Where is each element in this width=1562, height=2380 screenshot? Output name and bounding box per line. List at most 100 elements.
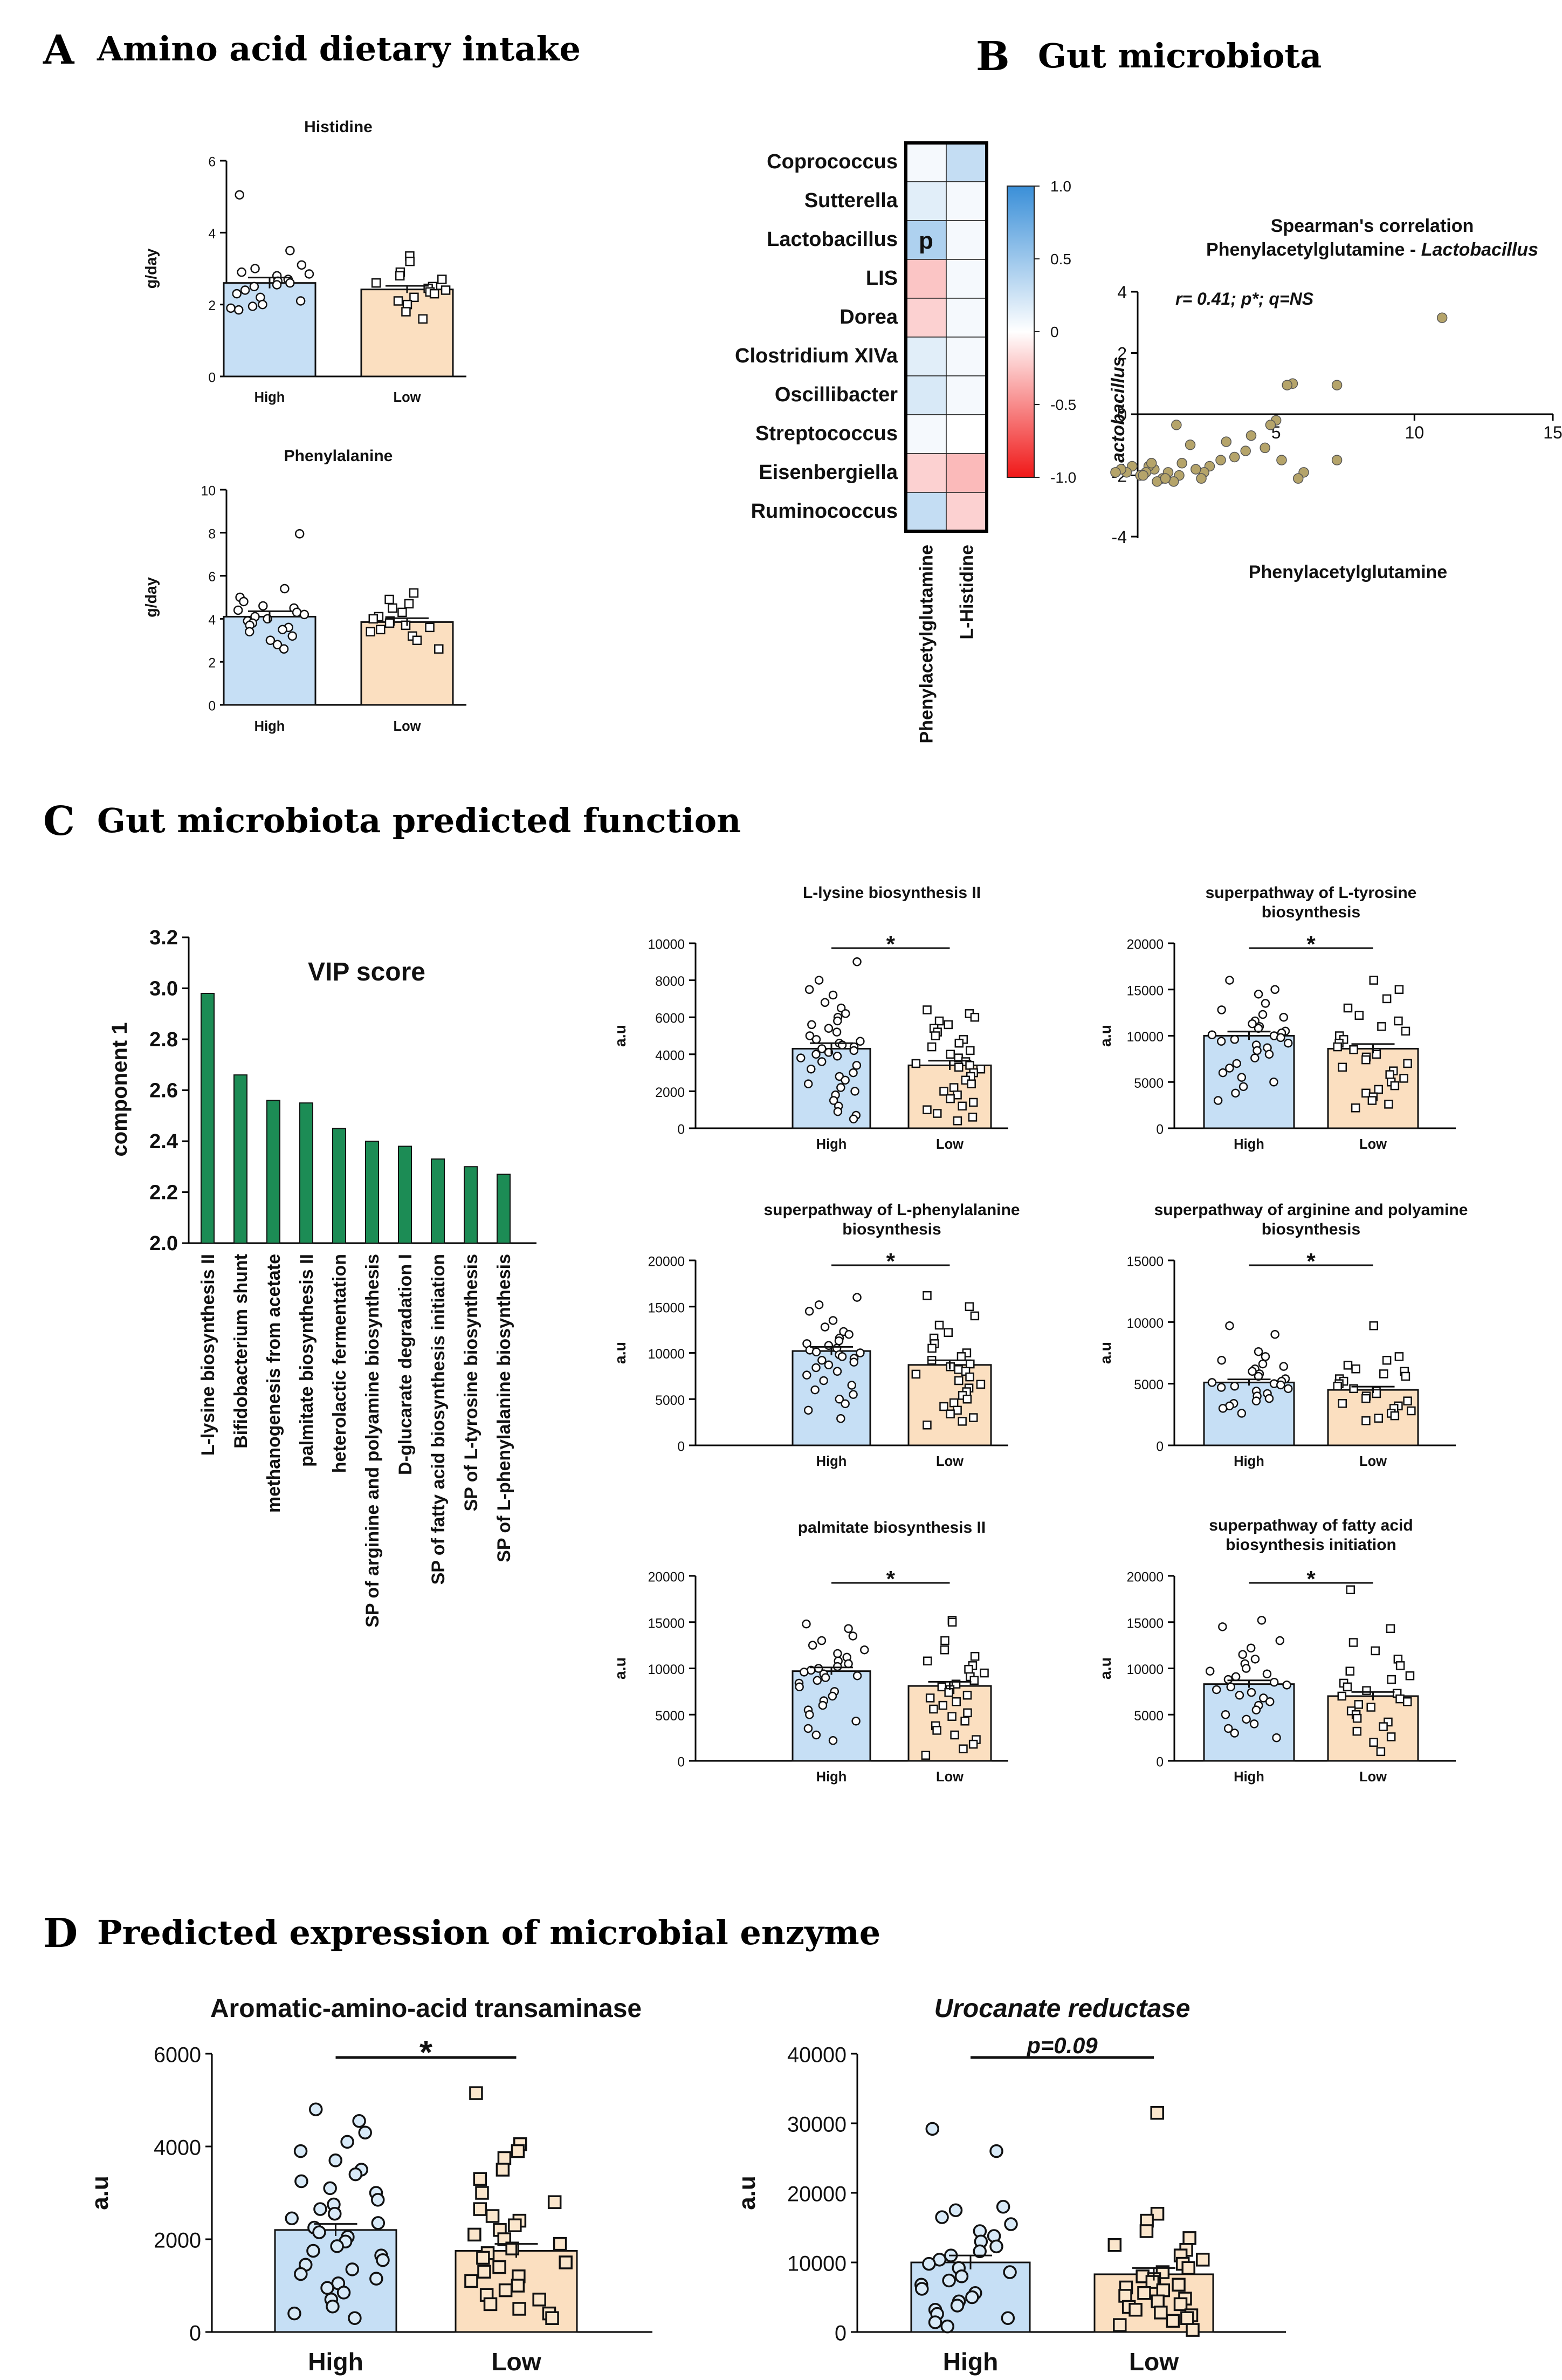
phe_sp-point-low (958, 1417, 967, 1426)
scatter-xtick-label: 15 (1543, 423, 1562, 442)
vip-ytick-label: 3.2 (149, 927, 178, 949)
histidine-point-high (226, 303, 236, 313)
tyrosine-point-high (1225, 976, 1234, 985)
phe_sp-point-high (852, 1293, 862, 1302)
arginine-point-low (1407, 1406, 1416, 1416)
phenylalanine-point-high (299, 609, 309, 620)
histidine-point-low (418, 314, 428, 324)
lysine-point-high (803, 1079, 813, 1088)
scatter-point (1331, 380, 1343, 390)
vip-bar (365, 1141, 379, 1244)
heatmap-cell (946, 259, 987, 299)
aat-ytick-label: 0 (189, 2321, 201, 2345)
vip-bar (497, 1174, 511, 1244)
palmitate-point-low (950, 1730, 959, 1740)
aat-point-low (483, 2297, 498, 2312)
scatter-ytick-label: -4 (1112, 527, 1127, 547)
histidine-point-low (409, 292, 419, 303)
palmitate-point-low (944, 1688, 953, 1697)
urocanate-ytick-label: 30000 (787, 2112, 847, 2136)
arginine-point-high (1237, 1409, 1247, 1418)
lysine-point-low (953, 1116, 962, 1126)
histidine-point-high (249, 282, 259, 292)
fatty-point-high (1223, 1675, 1233, 1684)
phe_sp-ytick-label: 10000 (648, 1347, 685, 1362)
arginine-point-high (1276, 1380, 1285, 1390)
tyrosine-ytick-label: 20000 (1127, 938, 1164, 952)
aat-point-high (348, 2167, 363, 2182)
aat-ytick-label: 4000 (154, 2136, 201, 2159)
phe_sp-point-low (976, 1380, 986, 1389)
lysine-point-low (946, 1050, 955, 1059)
aat-point-low (477, 2265, 491, 2279)
lysine-ytick-label: 6000 (655, 1012, 685, 1026)
fatty-point-low (1366, 1703, 1375, 1712)
aat-point-low (497, 2151, 512, 2165)
palmitate-point-high (828, 1691, 837, 1701)
aat-point-low (469, 2086, 483, 2100)
phe_sp-title-line-1: superpathway of L-phenylalanine (763, 1201, 1020, 1219)
palmitate-point-high (817, 1636, 827, 1645)
palmitate-title: palmitate biosynthesis II (798, 1519, 986, 1537)
arginine-point-high (1225, 1321, 1234, 1330)
heatmap-cell (905, 298, 947, 338)
urocanate-title: Urocanate reductase (934, 1994, 1191, 2023)
fatty-category-high: High (1234, 1769, 1264, 1785)
tyrosine-point-low (1343, 1003, 1353, 1013)
tyrosine-y-label: a.u (1097, 1025, 1114, 1047)
tyrosine-point-low (1377, 1022, 1386, 1031)
phe_sp-point-high (849, 1390, 858, 1399)
scatter-point (1265, 420, 1276, 430)
phe_sp-point-low (966, 1359, 975, 1369)
lysine-point-high (852, 1061, 862, 1070)
tyrosine-point-high (1264, 1050, 1274, 1059)
vip-category-label: heterolactic fermentation (329, 1254, 350, 1473)
arginine-point-high (1217, 1355, 1226, 1365)
phenylalanine-point-low (384, 594, 394, 605)
palmitate-category-high: High (816, 1769, 847, 1785)
vip-bar (201, 992, 215, 1244)
fatty-point-low (1354, 1700, 1364, 1709)
arginine-point-low (1401, 1371, 1410, 1381)
tyrosine-bar-high (1203, 1035, 1295, 1129)
histidine-point-high (297, 260, 307, 270)
tyrosine-point-low (1401, 1026, 1410, 1036)
vip-category-label: D-glucarate degradation I (395, 1254, 416, 1475)
panel-d-title: Predicted expression of microbial enzyme (97, 1913, 880, 1952)
fatty-point-low (1352, 1726, 1362, 1736)
scatter-ytick-label: 0 (1117, 405, 1127, 424)
aat-point-high (287, 2306, 301, 2321)
heatmap-row-label: Oscillibacter (775, 383, 898, 406)
phenylalanine-point-high (239, 596, 249, 607)
lysine-point-high (828, 990, 838, 1000)
panel-c-title: Gut microbiota predicted function (97, 801, 741, 840)
tyrosine-point-high (1254, 990, 1263, 999)
arginine-point-low (1403, 1396, 1412, 1405)
spearman-chart: Spearman's correlation Phenylacetylglutam… (1108, 216, 1562, 582)
palmitate-point-high (808, 1641, 817, 1650)
tyrosine-title-line-2: biosynthesis (1262, 903, 1360, 921)
phe_sp-ytick-label: 5000 (655, 1394, 685, 1408)
charts-layer: Histidine 0 2 4 6 g/day High Low Phenylalanine 0 2… (87, 118, 1562, 2376)
scatter-point (1276, 455, 1287, 465)
lysine-point-high (805, 1031, 815, 1040)
phenylalanine-point-high (258, 601, 268, 611)
scatter-annotation: r= 0.41; p*; q=NS (1175, 289, 1314, 308)
fatty-point-low (1352, 1713, 1362, 1723)
urocanate-point-high (915, 2282, 929, 2296)
phenylalanine-ytick-label: 0 (208, 699, 216, 714)
phe_sp-point-high (820, 1322, 830, 1332)
scatter-x-label: Phenylacetylglutamine (1249, 562, 1447, 582)
aat-point-low (498, 2283, 513, 2297)
lysine-point-high (807, 1020, 816, 1030)
palmitate-category-low: Low (936, 1769, 964, 1785)
palmitate-point-high (821, 1673, 830, 1682)
arginine-ytick-label: 10000 (1127, 1316, 1164, 1331)
phe_sp-point-high (811, 1347, 821, 1357)
histidine-point-high (237, 267, 246, 277)
aat-point-low (508, 2218, 522, 2232)
lysine-point-high (829, 1096, 838, 1105)
histidine-point-high (233, 305, 244, 315)
aat-point-high (285, 2211, 299, 2226)
lysine-point-low (911, 1059, 921, 1068)
